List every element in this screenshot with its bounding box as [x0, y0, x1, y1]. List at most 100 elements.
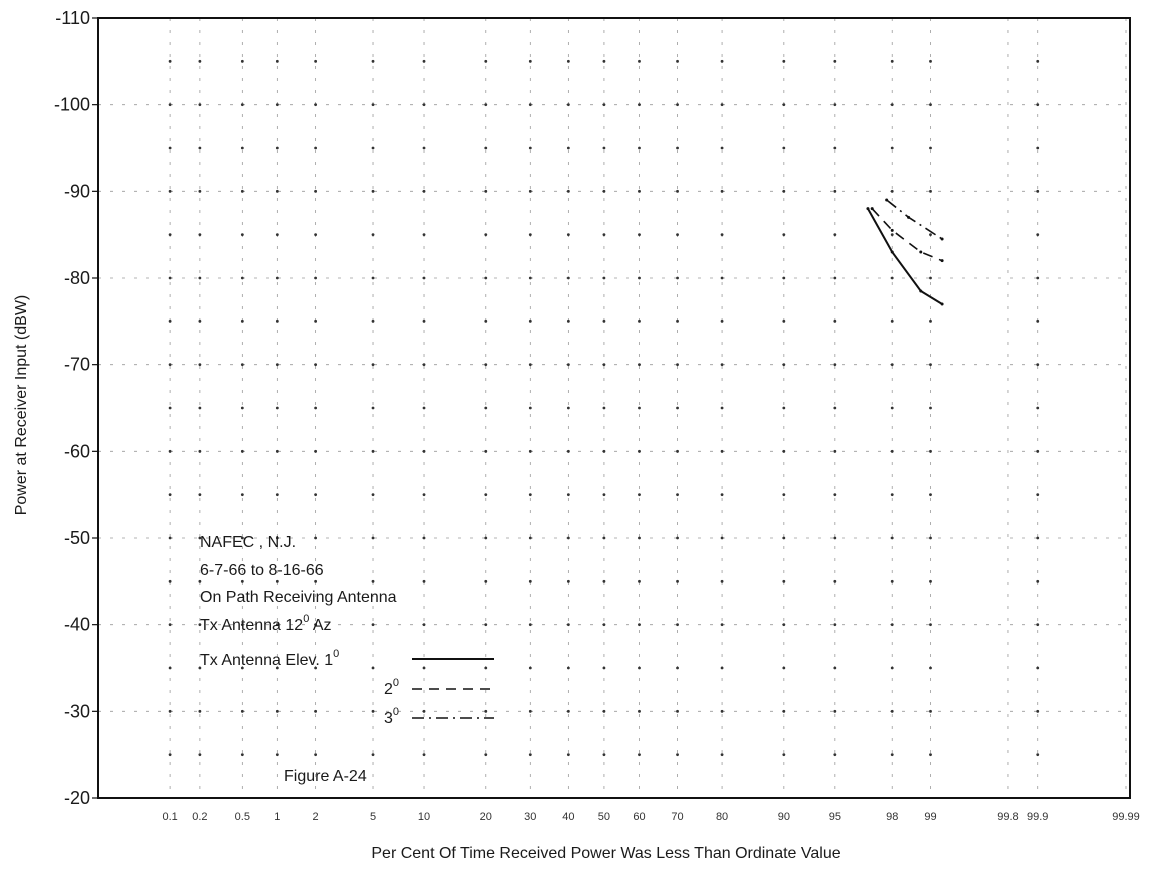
grid-dot: [484, 276, 488, 280]
grid-dot: [566, 319, 570, 323]
grid-dot: [720, 623, 724, 627]
grid-dot: [240, 753, 244, 757]
grid-dot: [890, 623, 894, 627]
grid-dot: [833, 709, 837, 713]
grid-dot: [422, 276, 426, 280]
grid-dot: [528, 406, 532, 410]
grid-dot: [240, 189, 244, 193]
x-tick-label: 90: [778, 811, 790, 823]
grid-dot: [528, 536, 532, 540]
grid-dot: [929, 623, 932, 627]
y-tick-label: -50: [64, 528, 90, 548]
grid-dot: [602, 363, 606, 367]
grid-dot: [528, 146, 532, 150]
grid-dot: [833, 233, 837, 237]
grid-dot: [638, 103, 641, 107]
grid-dot: [240, 406, 244, 410]
x-tick-label: 95: [829, 811, 841, 823]
grid-dot: [275, 363, 279, 367]
grid-dot: [782, 536, 786, 540]
grid-dot: [720, 709, 724, 713]
grid-dot: [484, 493, 488, 497]
grid-dot: [566, 59, 570, 63]
grid-dot: [890, 59, 894, 63]
grid-dot: [240, 709, 244, 713]
grid-dot: [528, 579, 532, 583]
grid-dot: [198, 233, 202, 237]
grid-dot: [676, 579, 679, 583]
x-tick-label: 0.5: [235, 811, 250, 823]
grid-dot: [168, 666, 172, 670]
grid-dot: [168, 319, 172, 323]
series-point: [890, 250, 894, 254]
grid-dot: [168, 536, 172, 540]
grid-dot: [638, 406, 641, 410]
grid-dot: [198, 146, 202, 150]
grid-dot: [484, 623, 488, 627]
grid-dot: [782, 579, 786, 583]
grid-dot: [168, 146, 172, 150]
grid-dot: [720, 449, 724, 453]
grid-dot: [676, 449, 679, 453]
grid-dot: [833, 189, 837, 193]
grid-dot: [929, 449, 932, 453]
x-axis-title: Per Cent Of Time Received Power Was Less…: [371, 845, 840, 862]
grid-dot: [484, 753, 488, 757]
grid-dot: [528, 103, 532, 107]
grid-dot: [1036, 709, 1040, 713]
grid-dot: [1036, 493, 1040, 497]
grid-dot: [638, 189, 641, 193]
grid-dot: [1036, 623, 1040, 627]
grid-dot: [782, 189, 786, 193]
grid-dot: [890, 363, 894, 367]
grid-dot: [198, 59, 202, 63]
x-tick-label: 99.9: [1027, 811, 1048, 823]
grid-dot: [720, 103, 724, 107]
grid-dot: [720, 753, 724, 757]
x-tick-label: 40: [562, 811, 574, 823]
grid-dot: [275, 449, 279, 453]
grid-dot: [371, 146, 375, 150]
grid-dot: [782, 753, 786, 757]
series-lines: [866, 198, 944, 306]
grid-dot: [890, 709, 894, 713]
grid-dot: [314, 59, 318, 63]
grid-dot: [566, 363, 570, 367]
y-tick-label: -110: [55, 8, 90, 28]
y-tick-label: -60: [64, 441, 90, 461]
grid-dot: [602, 666, 606, 670]
grid-dot: [638, 363, 641, 367]
grid-dot: [198, 103, 202, 107]
legend-az-sup: 0: [303, 613, 309, 625]
grid-dot: [275, 623, 279, 627]
grid-dot: [198, 319, 202, 323]
grid-dot: [1036, 189, 1040, 193]
grid-dot: [240, 623, 244, 627]
grid-dot: [566, 709, 570, 713]
grid-dot: [566, 276, 570, 280]
y-tick-label: -20: [64, 788, 90, 808]
grid-dot: [676, 59, 679, 63]
series-line-dashed: [871, 208, 943, 262]
grid-dot: [833, 536, 837, 540]
grid-dot: [198, 536, 202, 540]
series-line-solid: [867, 208, 943, 305]
series-point: [919, 289, 923, 293]
grid-dot: [168, 59, 172, 63]
grid-dot: [371, 406, 375, 410]
grid-dot: [602, 319, 606, 323]
grid-dot: [484, 449, 488, 453]
grid-dot: [371, 579, 375, 583]
grid-dot: [422, 536, 426, 540]
grid-dot: [602, 406, 606, 410]
series-point: [870, 207, 874, 211]
y-axis-ticks: -110 -100 -90 -80 -70 -60 -50 -40 -30 -20: [54, 8, 98, 808]
grid-dot: [676, 623, 679, 627]
grid-dot: [1036, 59, 1040, 63]
x-tick-label: 50: [598, 811, 610, 823]
legend-line-5: Tx Antenna Elev. 10: [200, 648, 339, 669]
grid-dot: [422, 319, 426, 323]
grid-dot: [638, 709, 641, 713]
grid-dot: [168, 623, 172, 627]
legend-az-label: Tx Antenna 12: [200, 617, 303, 634]
